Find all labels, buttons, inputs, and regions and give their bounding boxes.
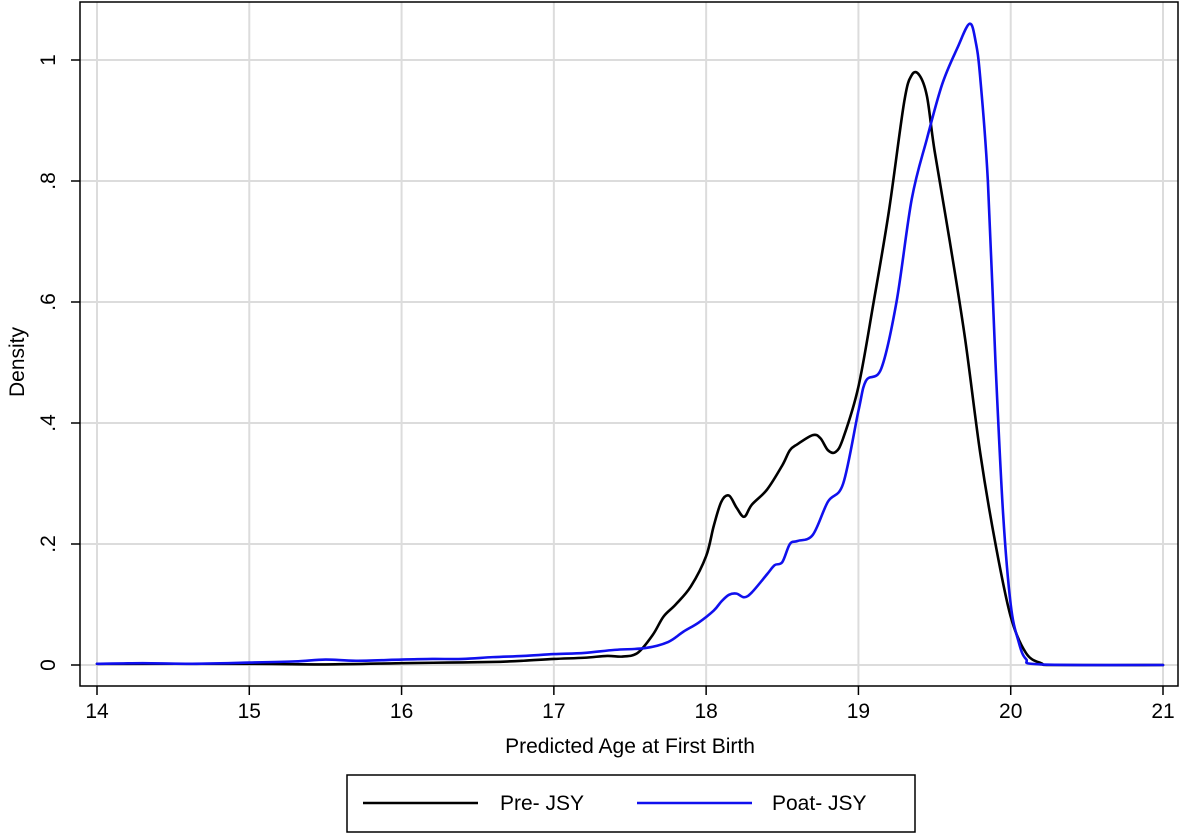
y-tick-label: .4: [37, 414, 60, 432]
legend-label-poat-jsy: Poat- JSY: [772, 792, 867, 815]
x-tick-label: 21: [1151, 700, 1174, 723]
x-tick-label: 20: [999, 700, 1022, 723]
x-axis-label: Predicted Age at First Birth: [505, 735, 755, 758]
x-tick-label: 17: [542, 700, 565, 723]
y-tick-label: 1: [37, 54, 60, 66]
plot-frame: [79, 1, 1179, 687]
y-axis-label: Density: [6, 326, 29, 397]
x-tick-label: 19: [847, 700, 870, 723]
x-tick-label: 18: [694, 700, 717, 723]
y-tick-label: .2: [37, 535, 60, 553]
x-tick-labels: 14 15 16 17 18 19 20 21: [85, 700, 1174, 723]
y-tick-label: 0: [37, 659, 60, 671]
legend-label-pre-jsy: Pre- JSY: [500, 792, 584, 815]
x-tick-label: 15: [238, 700, 261, 723]
x-tick-label: 14: [85, 700, 109, 723]
y-tick-label: .6: [37, 293, 60, 311]
axes: [71, 1, 1179, 695]
y-tick-label: .8: [37, 172, 60, 190]
x-tick-label: 16: [390, 700, 413, 723]
series-layer: [95, 22, 1165, 667]
y-tick-labels: 0 .2 .4 .6 .8 1: [37, 54, 60, 671]
series-line-poat-jsy: [95, 22, 1165, 667]
legend: Pre- JSY Poat- JSY: [346, 774, 916, 833]
series-line-pre-jsy: [95, 70, 1165, 667]
